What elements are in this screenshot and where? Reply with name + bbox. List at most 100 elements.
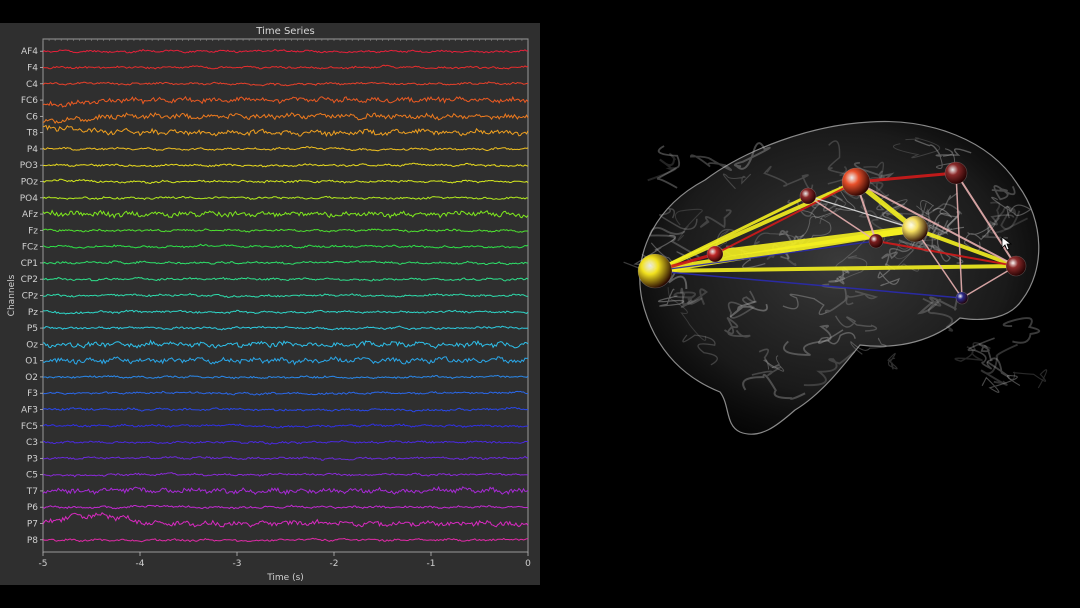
channel-trace bbox=[42, 406, 529, 413]
electrode-node[interactable] bbox=[841, 167, 871, 197]
mouse-cursor-icon bbox=[1001, 236, 1013, 251]
channel-trace bbox=[43, 325, 529, 331]
channel-trace bbox=[42, 178, 529, 185]
channel-trace bbox=[42, 209, 529, 219]
connectivity-edge bbox=[654, 264, 1017, 273]
channel-trace bbox=[43, 309, 529, 315]
channel-trace bbox=[42, 276, 529, 282]
channel-label: C5 bbox=[26, 471, 38, 481]
brain-gyrus bbox=[680, 287, 703, 308]
brain-gyrus bbox=[929, 211, 961, 239]
channel-trace bbox=[42, 228, 529, 233]
brain-gyrus bbox=[783, 324, 832, 356]
channel-trace bbox=[42, 260, 529, 266]
electrode-node[interactable] bbox=[706, 245, 724, 263]
channel-trace bbox=[42, 537, 529, 543]
brain-gyrus bbox=[954, 342, 991, 363]
channel-label: F3 bbox=[27, 389, 38, 399]
channel-trace bbox=[42, 195, 529, 201]
connectivity-edge bbox=[714, 225, 916, 258]
brain-gyrus bbox=[727, 290, 756, 319]
chart-title: Time Series bbox=[255, 26, 314, 37]
connectivity-edge bbox=[855, 171, 957, 184]
brain-gyrus bbox=[877, 263, 900, 287]
connectivity-edge bbox=[961, 265, 1017, 299]
electrode-node[interactable] bbox=[944, 161, 968, 185]
channel-trace bbox=[42, 512, 529, 528]
channel-label: F4 bbox=[27, 64, 38, 74]
channel-trace bbox=[42, 64, 529, 70]
channel-label: CPz bbox=[22, 292, 39, 302]
brain-gyrus bbox=[723, 316, 751, 338]
brain-gyrus bbox=[978, 343, 1010, 378]
brain-gyrus bbox=[917, 296, 959, 315]
brain-connectivity-plot[interactable] bbox=[540, 0, 1080, 608]
brain-3d-view[interactable] bbox=[540, 0, 1080, 608]
brain-gyrus bbox=[674, 208, 703, 242]
connectivity-edge bbox=[914, 227, 1017, 268]
channel-trace bbox=[42, 504, 528, 510]
connectivity-edge bbox=[654, 240, 877, 272]
electrode-node[interactable] bbox=[868, 233, 884, 249]
connectivity-edge bbox=[955, 172, 1017, 267]
brain-gyrus bbox=[722, 173, 751, 190]
channel-label: FC6 bbox=[21, 96, 38, 106]
channel-label: P6 bbox=[27, 503, 38, 513]
brain-gyrus bbox=[1002, 317, 1041, 344]
channel-trace bbox=[42, 243, 529, 249]
channel-label: FC5 bbox=[21, 422, 38, 432]
channel-label: POz bbox=[21, 178, 39, 188]
channel-label: P7 bbox=[27, 520, 38, 530]
channel-trace bbox=[43, 455, 529, 461]
electrode-node[interactable] bbox=[955, 291, 969, 305]
channel-trace bbox=[42, 48, 529, 54]
brain-gyrus bbox=[981, 374, 1021, 393]
channel-label: FCz bbox=[22, 243, 38, 253]
time-series-panel[interactable]: Time Series AF4 F4 C4 FC6 C6 T8 P4 PO3 POz PO4 AFz F… bbox=[0, 23, 540, 585]
connectivity-edge bbox=[914, 228, 963, 299]
brain-gyrus bbox=[928, 207, 965, 235]
channel-trace bbox=[42, 439, 529, 445]
channel-label: P8 bbox=[27, 536, 38, 546]
brain-gyrus bbox=[647, 152, 677, 182]
channel-label: C6 bbox=[26, 112, 38, 122]
x-axis-label: Time (s) bbox=[266, 573, 304, 583]
channel-label: Pz bbox=[28, 308, 38, 318]
channel-label: AF4 bbox=[21, 47, 38, 57]
y-axis-label: Channels bbox=[7, 274, 17, 316]
channel-label: P3 bbox=[27, 454, 38, 464]
brain-gyrus bbox=[811, 191, 843, 212]
electrode-node[interactable] bbox=[901, 215, 929, 243]
channel-trace bbox=[42, 146, 529, 152]
brain-gyrus bbox=[667, 287, 707, 341]
channel-label: P4 bbox=[27, 145, 38, 155]
connectivity-edge bbox=[807, 195, 877, 242]
channel-trace bbox=[42, 374, 529, 380]
brain-gyrus bbox=[729, 300, 768, 318]
channel-trace bbox=[42, 390, 529, 396]
brain-gyrus bbox=[648, 226, 700, 258]
connectivity-edge bbox=[955, 172, 963, 299]
channel-label: T7 bbox=[26, 487, 38, 497]
electrode-node[interactable] bbox=[799, 187, 817, 205]
channel-trace bbox=[42, 472, 529, 478]
brain-gyrus bbox=[657, 288, 685, 307]
brain-gyrus bbox=[845, 290, 879, 306]
x-tick-label: -1 bbox=[427, 559, 436, 569]
brain-gyrus bbox=[967, 337, 995, 370]
channel-label: P5 bbox=[27, 324, 38, 334]
channel-trace bbox=[42, 339, 529, 349]
brain-gyrus bbox=[751, 348, 782, 377]
electrode-node[interactable] bbox=[1005, 255, 1027, 277]
brain-gyrus bbox=[892, 137, 941, 159]
channel-trace bbox=[42, 423, 529, 429]
channel-trace bbox=[42, 485, 529, 496]
channel-label: O2 bbox=[25, 373, 38, 383]
channel-label: T8 bbox=[26, 129, 38, 139]
brain-gyrus bbox=[659, 208, 698, 230]
electrode-node[interactable] bbox=[637, 253, 673, 289]
x-tick-label: -4 bbox=[136, 559, 145, 569]
brain-gyrus bbox=[914, 139, 972, 158]
channel-label: C4 bbox=[26, 80, 38, 90]
time-series-plot[interactable]: Time Series AF4 F4 C4 FC6 C6 T8 P4 PO3 POz PO4 AFz F… bbox=[0, 23, 540, 585]
